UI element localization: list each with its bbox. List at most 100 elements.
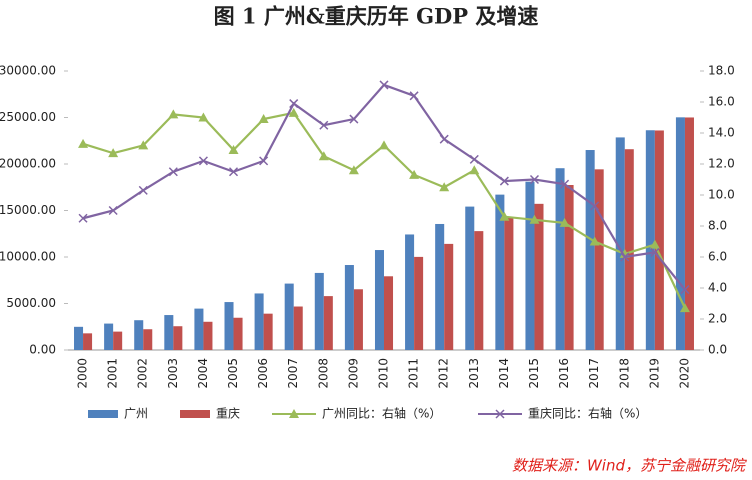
x-tick-label: 2013 (467, 358, 481, 389)
line-marker (409, 169, 420, 179)
x-tick-label: 2006 (256, 358, 270, 389)
x-tick-label: 2015 (527, 358, 541, 389)
x-tick-label: 2014 (497, 358, 511, 389)
bar (344, 265, 354, 350)
bar (74, 326, 84, 350)
x-tick-label: 2012 (437, 358, 451, 389)
bar (113, 331, 123, 350)
bar (555, 168, 565, 350)
y2-tick-label: 4.0 (708, 281, 727, 295)
bar (564, 185, 574, 350)
x-tick-label: 2018 (617, 358, 631, 389)
bar (645, 130, 655, 350)
y-tick-label: 15000.00 (0, 203, 56, 217)
line-marker (289, 99, 299, 109)
line-marker (168, 167, 178, 177)
line-marker (560, 179, 570, 189)
chart-title: 图 1 广州&重庆历年 GDP 及增速 (214, 4, 539, 29)
x-tick-label: 2008 (316, 358, 330, 389)
line-marker (318, 151, 329, 161)
line-marker (439, 182, 450, 192)
bar (414, 256, 424, 350)
line-marker (469, 165, 480, 175)
line-marker (259, 156, 269, 166)
y2-tick-label: 16.0 (708, 95, 735, 109)
bar (525, 181, 535, 350)
legend-swatch (88, 410, 118, 418)
bar (465, 206, 475, 350)
y2-tick-label: 14.0 (708, 126, 735, 140)
line-marker (288, 107, 299, 117)
line-marker (439, 134, 449, 144)
bar (104, 323, 114, 350)
line-marker (228, 145, 239, 155)
line-marker (168, 109, 179, 119)
y-tick-label: 25000.00 (0, 110, 56, 124)
line-marker (589, 236, 600, 246)
line-marker (198, 112, 209, 122)
line-marker (620, 252, 630, 262)
y2-tick-label: 18.0 (708, 64, 735, 78)
line-marker (258, 114, 269, 124)
bar (684, 117, 694, 350)
line-marker (680, 285, 690, 295)
bar (654, 130, 664, 350)
x-tick-label: 2002 (136, 358, 150, 389)
bar (444, 243, 454, 350)
x-tick-label: 2010 (377, 358, 391, 389)
bar (435, 223, 445, 350)
line-marker (319, 120, 329, 130)
line-marker (499, 211, 510, 221)
x-tick-label: 2001 (106, 358, 120, 389)
line-marker (590, 201, 600, 211)
bar (194, 308, 204, 350)
bar (284, 283, 294, 350)
y2-tick-label: 0.0 (708, 343, 727, 357)
line-marker (289, 409, 299, 418)
line-marker (529, 214, 540, 224)
line-marker (138, 185, 148, 195)
x-tick-label: 2019 (647, 358, 661, 389)
line-marker (228, 167, 239, 177)
line-marker (138, 140, 149, 150)
line-marker (409, 91, 419, 101)
bar (594, 169, 604, 350)
bar (263, 313, 273, 350)
y2-tick-label: 12.0 (708, 157, 735, 171)
legend-label: 广州 (124, 407, 148, 421)
x-tick-label: 2003 (166, 358, 180, 389)
line-marker (679, 303, 690, 313)
bar (585, 150, 595, 350)
line-marker (559, 217, 570, 227)
bar (504, 217, 514, 350)
bar (83, 333, 93, 350)
bar (203, 321, 213, 350)
line-marker (379, 80, 389, 90)
legend-label: 重庆同比：右轴（%） (528, 406, 647, 421)
bar (233, 317, 243, 350)
bar (353, 289, 363, 350)
legend-swatch (180, 410, 210, 418)
line-marker (495, 409, 505, 419)
y-tick-label: 5000.00 (6, 296, 56, 310)
line-marker (529, 174, 540, 185)
x-tick-label: 2020 (677, 358, 691, 389)
y-tick-label: 30000.00 (0, 64, 56, 78)
y-tick-label: 10000.00 (0, 250, 56, 264)
bar (474, 231, 484, 350)
y2-tick-label: 6.0 (708, 250, 727, 264)
x-tick-label: 2009 (346, 358, 360, 389)
x-tick-label: 2016 (557, 358, 571, 389)
legend-label: 广州同比：右轴（%） (322, 406, 441, 421)
line-marker (198, 156, 208, 166)
y2-tick-label: 2.0 (708, 312, 727, 326)
bar (495, 194, 505, 350)
y2-tick-label: 10.0 (708, 188, 735, 202)
legend-label: 重庆 (216, 407, 240, 421)
bar (173, 326, 183, 350)
y2-tick-label: 8.0 (708, 219, 727, 233)
bar (293, 306, 303, 350)
source-note: 数据来源：Wind，苏宁金融研究院 (512, 457, 747, 475)
